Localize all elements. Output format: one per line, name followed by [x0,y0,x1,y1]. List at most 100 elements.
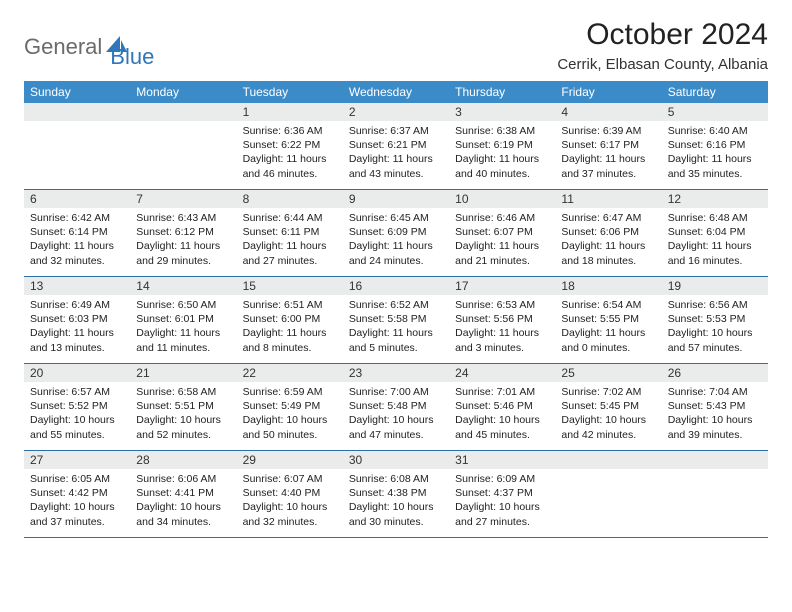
sunrise-text: Sunrise: 6:48 AM [668,211,762,225]
day-cell: 11Sunrise: 6:47 AMSunset: 6:06 PMDayligh… [555,190,661,276]
sunset-text: Sunset: 5:55 PM [561,312,655,326]
day-body [24,121,130,130]
day-number: 10 [449,190,555,208]
day-body: Sunrise: 7:00 AMSunset: 5:48 PMDaylight:… [343,382,449,448]
sunset-text: Sunset: 4:41 PM [136,486,230,500]
daylight-text: Daylight: 10 hours and 42 minutes. [561,413,655,441]
week-row: 20Sunrise: 6:57 AMSunset: 5:52 PMDayligh… [24,364,768,451]
sunrise-text: Sunrise: 6:51 AM [243,298,337,312]
day-number: 26 [662,364,768,382]
day-cell: 29Sunrise: 6:07 AMSunset: 4:40 PMDayligh… [237,451,343,537]
day-body: Sunrise: 6:38 AMSunset: 6:19 PMDaylight:… [449,121,555,187]
day-body: Sunrise: 6:06 AMSunset: 4:41 PMDaylight:… [130,469,236,535]
sunset-text: Sunset: 5:49 PM [243,399,337,413]
week-row: 1Sunrise: 6:36 AMSunset: 6:22 PMDaylight… [24,103,768,190]
daylight-text: Daylight: 11 hours and 40 minutes. [455,152,549,180]
sunrise-text: Sunrise: 6:39 AM [561,124,655,138]
day-number: 27 [24,451,130,469]
sunset-text: Sunset: 5:46 PM [455,399,549,413]
day-number: 14 [130,277,236,295]
day-number: 1 [237,103,343,121]
day-cell: 16Sunrise: 6:52 AMSunset: 5:58 PMDayligh… [343,277,449,363]
day-body: Sunrise: 6:56 AMSunset: 5:53 PMDaylight:… [662,295,768,361]
day-body: Sunrise: 6:59 AMSunset: 5:49 PMDaylight:… [237,382,343,448]
day-cell: 24Sunrise: 7:01 AMSunset: 5:46 PMDayligh… [449,364,555,450]
sunrise-text: Sunrise: 6:52 AM [349,298,443,312]
daylight-text: Daylight: 10 hours and 30 minutes. [349,500,443,528]
title-block: October 2024 Cerrik, Elbasan County, Alb… [557,18,768,73]
day-body: Sunrise: 6:40 AMSunset: 6:16 PMDaylight:… [662,121,768,187]
weekday-header: Wednesday [343,81,449,103]
day-cell: 21Sunrise: 6:58 AMSunset: 5:51 PMDayligh… [130,364,236,450]
sunrise-text: Sunrise: 6:43 AM [136,211,230,225]
sunset-text: Sunset: 6:04 PM [668,225,762,239]
day-number: 17 [449,277,555,295]
sunset-text: Sunset: 5:45 PM [561,399,655,413]
day-number: 16 [343,277,449,295]
day-body [130,121,236,130]
day-number: 8 [237,190,343,208]
sunrise-text: Sunrise: 6:06 AM [136,472,230,486]
sunset-text: Sunset: 5:53 PM [668,312,762,326]
day-cell: 17Sunrise: 6:53 AMSunset: 5:56 PMDayligh… [449,277,555,363]
sunset-text: Sunset: 6:07 PM [455,225,549,239]
day-number: 5 [662,103,768,121]
day-body: Sunrise: 6:48 AMSunset: 6:04 PMDaylight:… [662,208,768,274]
day-number: 21 [130,364,236,382]
sunrise-text: Sunrise: 6:08 AM [349,472,443,486]
day-cell: 22Sunrise: 6:59 AMSunset: 5:49 PMDayligh… [237,364,343,450]
sunrise-text: Sunrise: 6:40 AM [668,124,762,138]
daylight-text: Daylight: 11 hours and 16 minutes. [668,239,762,267]
sunset-text: Sunset: 5:58 PM [349,312,443,326]
day-cell: 5Sunrise: 6:40 AMSunset: 6:16 PMDaylight… [662,103,768,189]
sunset-text: Sunset: 6:22 PM [243,138,337,152]
day-body: Sunrise: 6:50 AMSunset: 6:01 PMDaylight:… [130,295,236,361]
sunrise-text: Sunrise: 6:37 AM [349,124,443,138]
sunset-text: Sunset: 6:09 PM [349,225,443,239]
logo: General Blue [24,18,154,70]
day-cell: 31Sunrise: 6:09 AMSunset: 4:37 PMDayligh… [449,451,555,537]
day-body [555,469,661,478]
sunrise-text: Sunrise: 7:00 AM [349,385,443,399]
day-body: Sunrise: 6:08 AMSunset: 4:38 PMDaylight:… [343,469,449,535]
day-body: Sunrise: 6:43 AMSunset: 6:12 PMDaylight:… [130,208,236,274]
daylight-text: Daylight: 11 hours and 18 minutes. [561,239,655,267]
day-cell: 3Sunrise: 6:38 AMSunset: 6:19 PMDaylight… [449,103,555,189]
daylight-text: Daylight: 11 hours and 8 minutes. [243,326,337,354]
daylight-text: Daylight: 11 hours and 32 minutes. [30,239,124,267]
day-number: 13 [24,277,130,295]
day-cell: 15Sunrise: 6:51 AMSunset: 6:00 PMDayligh… [237,277,343,363]
day-cell: 8Sunrise: 6:44 AMSunset: 6:11 PMDaylight… [237,190,343,276]
day-body: Sunrise: 7:04 AMSunset: 5:43 PMDaylight:… [662,382,768,448]
weekday-header: Monday [130,81,236,103]
day-number: 25 [555,364,661,382]
daylight-text: Daylight: 10 hours and 34 minutes. [136,500,230,528]
day-cell: 30Sunrise: 6:08 AMSunset: 4:38 PMDayligh… [343,451,449,537]
day-cell [555,451,661,537]
daylight-text: Daylight: 11 hours and 35 minutes. [668,152,762,180]
daylight-text: Daylight: 10 hours and 50 minutes. [243,413,337,441]
sunrise-text: Sunrise: 6:47 AM [561,211,655,225]
sunrise-text: Sunrise: 7:02 AM [561,385,655,399]
sunrise-text: Sunrise: 6:09 AM [455,472,549,486]
day-cell: 7Sunrise: 6:43 AMSunset: 6:12 PMDaylight… [130,190,236,276]
day-cell: 12Sunrise: 6:48 AMSunset: 6:04 PMDayligh… [662,190,768,276]
day-body: Sunrise: 6:52 AMSunset: 5:58 PMDaylight:… [343,295,449,361]
sunrise-text: Sunrise: 6:54 AM [561,298,655,312]
sunrise-text: Sunrise: 6:56 AM [668,298,762,312]
sunset-text: Sunset: 6:11 PM [243,225,337,239]
daylight-text: Daylight: 10 hours and 45 minutes. [455,413,549,441]
day-body: Sunrise: 7:01 AMSunset: 5:46 PMDaylight:… [449,382,555,448]
day-body: Sunrise: 6:45 AMSunset: 6:09 PMDaylight:… [343,208,449,274]
calendar: SundayMondayTuesdayWednesdayThursdayFrid… [24,81,768,538]
daylight-text: Daylight: 10 hours and 37 minutes. [30,500,124,528]
sunset-text: Sunset: 5:43 PM [668,399,762,413]
day-cell: 26Sunrise: 7:04 AMSunset: 5:43 PMDayligh… [662,364,768,450]
day-body: Sunrise: 6:39 AMSunset: 6:17 PMDaylight:… [555,121,661,187]
week-row: 27Sunrise: 6:05 AMSunset: 4:42 PMDayligh… [24,451,768,538]
location-text: Cerrik, Elbasan County, Albania [557,56,768,73]
sunset-text: Sunset: 6:16 PM [668,138,762,152]
daylight-text: Daylight: 11 hours and 46 minutes. [243,152,337,180]
day-cell: 19Sunrise: 6:56 AMSunset: 5:53 PMDayligh… [662,277,768,363]
day-number [662,451,768,469]
